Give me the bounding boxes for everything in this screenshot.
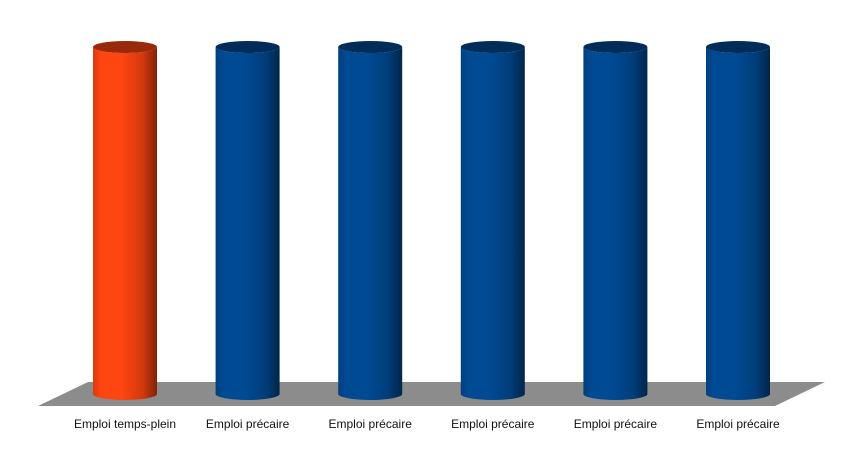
bar-cylinder-top bbox=[460, 41, 525, 53]
x-tick-label: Emploi précaire bbox=[574, 417, 658, 431]
bars-layer bbox=[93, 41, 770, 401]
bar-cylinder-body bbox=[583, 47, 648, 401]
bar-cylinder-top bbox=[583, 41, 648, 53]
bar-cylinder-top bbox=[706, 41, 770, 53]
bar-cylinder-body bbox=[706, 47, 770, 400]
bar-cylinder-body bbox=[460, 47, 525, 401]
x-tick-label: Emploi précaire bbox=[329, 417, 413, 431]
x-tick-label: Emploi précaire bbox=[206, 417, 290, 431]
x-axis-labels: Emploi temps-plein Emploi précaire Emploi … bbox=[74, 417, 780, 431]
x-tick-label: Emploi temps-plein bbox=[74, 417, 176, 431]
bar-cylinder-body bbox=[215, 47, 280, 401]
bar-cylinder-top bbox=[215, 41, 280, 53]
x-tick-label: Emploi précaire bbox=[451, 417, 535, 431]
bar-cylinder-top bbox=[93, 41, 157, 53]
bar-cylinder-top bbox=[338, 41, 403, 53]
bar-cylinder-body bbox=[93, 47, 157, 400]
bar-cylinder-body bbox=[338, 47, 403, 401]
x-tick-label: Emploi précaire bbox=[696, 417, 780, 431]
